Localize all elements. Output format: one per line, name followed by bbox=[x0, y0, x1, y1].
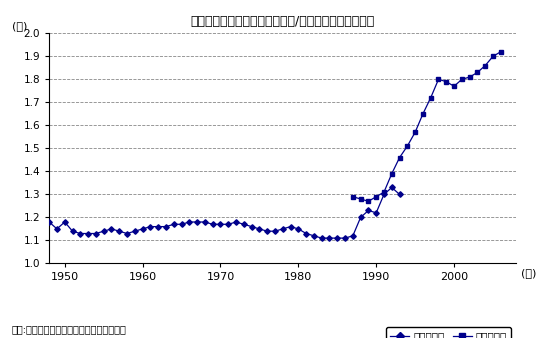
新業種分類 bbox=[357, 197, 364, 201]
旧業種分類 bbox=[287, 224, 294, 228]
旧業種分類 bbox=[326, 236, 333, 240]
旧業種分類 bbox=[264, 229, 271, 233]
新業種分類 bbox=[365, 199, 372, 203]
旧業種分類 bbox=[272, 229, 278, 233]
旧業種分類 bbox=[233, 220, 239, 224]
新業種分類 bbox=[373, 195, 380, 199]
Text: 出所:米国商務省経済分析局の統計より作成: 出所:米国商務省経済分析局の統計より作成 bbox=[11, 324, 126, 335]
旧業種分類 bbox=[373, 211, 380, 215]
新業種分類 bbox=[388, 172, 395, 176]
旧業種分類 bbox=[100, 229, 107, 233]
新業種分類 bbox=[420, 112, 426, 116]
旧業種分類 bbox=[318, 236, 325, 240]
新業種分類 bbox=[435, 77, 442, 81]
旧業種分類 bbox=[61, 220, 68, 224]
新業種分類 bbox=[490, 54, 496, 58]
旧業種分類 bbox=[116, 229, 122, 233]
新業種分類 bbox=[458, 77, 465, 81]
Title: 一人当たり雇用者報酷（金融業/その他の産業の比率）: 一人当たり雇用者報酷（金融業/その他の産業の比率） bbox=[191, 15, 375, 28]
旧業種分類 bbox=[303, 232, 310, 236]
旧業種分類 bbox=[163, 224, 169, 228]
旧業種分類 bbox=[124, 232, 131, 236]
旧業種分類 bbox=[357, 215, 364, 219]
旧業種分類 bbox=[85, 232, 91, 236]
旧業種分類 bbox=[178, 222, 185, 226]
旧業種分類 bbox=[170, 222, 177, 226]
新業種分類 bbox=[474, 70, 480, 74]
旧業種分類 bbox=[194, 220, 201, 224]
新業種分類 bbox=[482, 64, 489, 68]
旧業種分類 bbox=[108, 227, 115, 231]
旧業種分類 bbox=[225, 222, 231, 226]
旧業種分類 bbox=[69, 229, 76, 233]
新業種分類 bbox=[451, 84, 457, 88]
旧業種分類 bbox=[147, 224, 154, 228]
旧業種分類 bbox=[342, 236, 348, 240]
旧業種分類 bbox=[295, 227, 301, 231]
Text: (年): (年) bbox=[521, 268, 537, 278]
旧業種分類 bbox=[93, 232, 99, 236]
旧業種分類 bbox=[256, 227, 263, 231]
新業種分類 bbox=[412, 130, 418, 134]
旧業種分類 bbox=[77, 232, 84, 236]
旧業種分類 bbox=[249, 224, 255, 228]
旧業種分類 bbox=[186, 220, 193, 224]
旧業種分類 bbox=[53, 227, 60, 231]
旧業種分類 bbox=[155, 224, 161, 228]
新業種分類 bbox=[404, 144, 410, 148]
新業種分類 bbox=[443, 80, 450, 84]
新業種分類 bbox=[428, 96, 434, 100]
旧業種分類 bbox=[388, 186, 395, 190]
旧業種分類 bbox=[381, 192, 387, 196]
旧業種分類 bbox=[311, 234, 317, 238]
新業種分類 bbox=[381, 190, 387, 194]
Line: 旧業種分類: 旧業種分類 bbox=[47, 186, 402, 240]
新業種分類 bbox=[349, 195, 356, 199]
旧業種分類 bbox=[241, 222, 247, 226]
旧業種分類 bbox=[132, 229, 138, 233]
旧業種分類 bbox=[334, 236, 341, 240]
Text: (倍): (倍) bbox=[12, 21, 27, 31]
旧業種分類 bbox=[46, 220, 52, 224]
旧業種分類 bbox=[209, 222, 216, 226]
Line: 新業種分類: 新業種分類 bbox=[350, 50, 503, 203]
旧業種分類 bbox=[217, 222, 224, 226]
Legend: 旧業種分類, 新業種分類: 旧業種分類, 新業種分類 bbox=[386, 327, 511, 338]
旧業種分類 bbox=[279, 227, 286, 231]
旧業種分類 bbox=[349, 234, 356, 238]
新業種分類 bbox=[466, 75, 473, 79]
新業種分類 bbox=[498, 50, 504, 54]
旧業種分類 bbox=[396, 192, 403, 196]
旧業種分類 bbox=[365, 209, 372, 213]
旧業種分類 bbox=[202, 220, 208, 224]
新業種分類 bbox=[396, 155, 403, 160]
旧業種分類 bbox=[139, 227, 146, 231]
